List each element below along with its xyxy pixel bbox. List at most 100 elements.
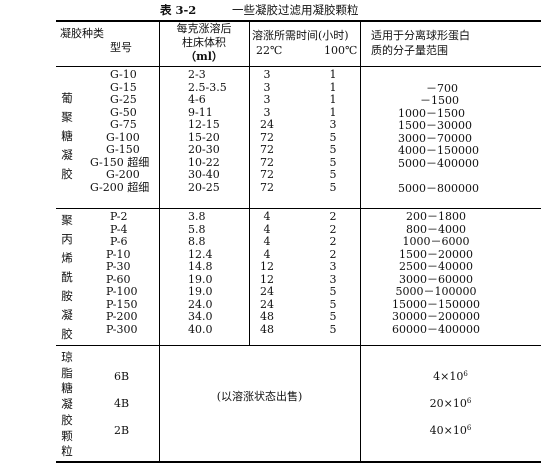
polyacrylamide-volumes: 3.8 5.8 8.8 12.4 14.8 19.0 19.0 24.0 34.… (188, 210, 248, 336)
table-cell: 5 (329, 168, 337, 181)
table-cell: G-25 (110, 93, 137, 106)
table-cell: 1 (329, 93, 337, 106)
table-cell: 2 (329, 235, 337, 248)
table-cell: 20-30 (188, 143, 220, 156)
table-cell: 5000－400000 (398, 156, 479, 170)
table-cell: 20-25 (188, 180, 220, 194)
table-cell: 48 (260, 322, 274, 336)
table-cell: 3 (263, 80, 271, 94)
dextran-time-22: 3 3 3 3 24 72 72 72 72 72 (252, 68, 282, 194)
table-number: 表 3-2 (160, 3, 197, 17)
table-cell: 800－4000 (406, 222, 466, 236)
divider-after-time (360, 21, 361, 461)
table-caption: 表 3-2 一些凝胶过滤用凝胶颗粒 (0, 2, 551, 18)
table-cell: 10-22 (188, 155, 220, 169)
table-cell: 3 (329, 260, 337, 273)
agarose-range-4B: 20×106 (429, 397, 472, 410)
table-cell: 2-3 (188, 68, 206, 81)
table-cell: 12-15 (188, 118, 220, 131)
table-cell: 1 (329, 105, 337, 119)
table-cell: 2 (329, 210, 337, 223)
table-cell: 2 (329, 222, 337, 236)
table-cell: 1500－20000 (399, 247, 473, 261)
table-cell: P-150 (106, 297, 138, 311)
table-cell: 15-20 (188, 130, 220, 144)
header-temp-22: 22℃ (256, 44, 283, 57)
table-cell: 40.0 (188, 322, 213, 336)
agarose-range-2B: 40×106 (429, 424, 472, 437)
table-cell (398, 170, 518, 183)
agarose-model-2B: 2B (114, 424, 130, 437)
header-volume-line1: 每克涨溶后 (176, 22, 232, 35)
table-cell: 24 (260, 118, 274, 131)
table-cell: 14.8 (188, 260, 213, 273)
table-cell: P-60 (106, 272, 131, 286)
table-cell: 5 (329, 155, 337, 169)
header-gel-type: 凝胶种类 (60, 27, 104, 40)
table-cell (398, 195, 518, 208)
table-cell: G-150 (106, 143, 140, 156)
table-cell: 5 (329, 285, 337, 298)
table-cell: 34.0 (188, 310, 213, 323)
table-cell: 15000－150000 (392, 297, 480, 311)
table-cell: P-200 (106, 310, 138, 323)
table-cell: P-2 (110, 210, 128, 223)
header-rule (56, 66, 541, 67)
table-cell: P-6 (110, 235, 128, 248)
table-cell: P-10 (106, 247, 131, 261)
table-cell: 1500－30000 (398, 119, 472, 132)
table-cell: 4-6 (188, 93, 206, 106)
table-cell: 8.8 (188, 235, 206, 248)
header-temp-100: 100℃ (324, 44, 358, 57)
table-cell: 5 (329, 322, 337, 336)
group-label-polyacrylamide: 聚丙烯酰胺凝胶 (61, 213, 73, 341)
table-cell: G-100 (106, 130, 140, 144)
table-cell: P-100 (106, 285, 138, 298)
dextran-time-100: 1 1 1 1 3 5 5 5 5 5 (318, 68, 348, 194)
table-cell: 4 (263, 247, 271, 261)
table-cell: G-75 (110, 118, 137, 131)
table-cell: 5 (329, 180, 337, 194)
table-cell: 72 (260, 180, 274, 194)
table-cell: 12 (260, 260, 274, 273)
header-range-line2: 质的分子量范围 (371, 44, 448, 57)
table-cell: 24.0 (188, 297, 213, 311)
table-cell: G-15 (110, 80, 137, 94)
polyacrylamide-time-100: 2 2 2 2 3 3 5 5 5 5 (318, 210, 348, 336)
group-label-agarose: 琼脂糖凝胶颗粒 (61, 350, 73, 459)
table-cell: G-200 超细 (90, 180, 150, 194)
table-cell: 5 (329, 143, 337, 156)
table-cell: －1500 (420, 94, 459, 107)
table-cell: 72 (260, 168, 274, 181)
table-cell: G-150 超细 (90, 155, 150, 169)
table-cell: 3 (329, 272, 337, 286)
table-cell: 60000－400000 (392, 322, 480, 336)
table-cell: 4 (263, 222, 271, 236)
header-swell-time: 溶涨所需时间(小时) (252, 29, 349, 42)
table-cell: G-50 (110, 105, 137, 119)
table-cell: 72 (260, 155, 274, 169)
table-cell: 4000－150000 (398, 144, 479, 157)
table-cell: G-200 (106, 168, 140, 181)
table-cell: 1 (329, 80, 337, 94)
group-label-dextran: 葡聚糖凝胶 (61, 91, 73, 181)
table-cell: P-300 (106, 322, 138, 336)
agarose-note: (以溶涨状态出售) (216, 390, 303, 403)
dextran-models: G-10 G-15 G-25 G-50 G-75 G-100 G-150 G-1… (86, 68, 156, 194)
table-cell: 5000－100000 (395, 285, 477, 298)
table-cell: 12.4 (188, 247, 213, 261)
table-cell: 72 (260, 143, 274, 156)
table-cell: 5 (329, 310, 337, 323)
header-range-line1: 适用于分离球形蛋白 (371, 29, 470, 42)
table-cell: 1 (329, 68, 337, 81)
dextran-ranges: －700 －1500 1000－1500 1500－30000 3000－700… (398, 70, 518, 208)
header-volume-line2: 柱床体积 (182, 36, 226, 49)
table-cell: 1000－1500 (398, 106, 465, 120)
table-cell: 24 (260, 285, 274, 298)
table-cell: 1000－6000 (402, 235, 470, 248)
table-cell: 24 (260, 297, 274, 311)
bottom-rule (56, 461, 541, 463)
table-cell: 5 (329, 297, 337, 311)
table-cell: 3.8 (188, 210, 206, 223)
top-rule (56, 20, 541, 22)
